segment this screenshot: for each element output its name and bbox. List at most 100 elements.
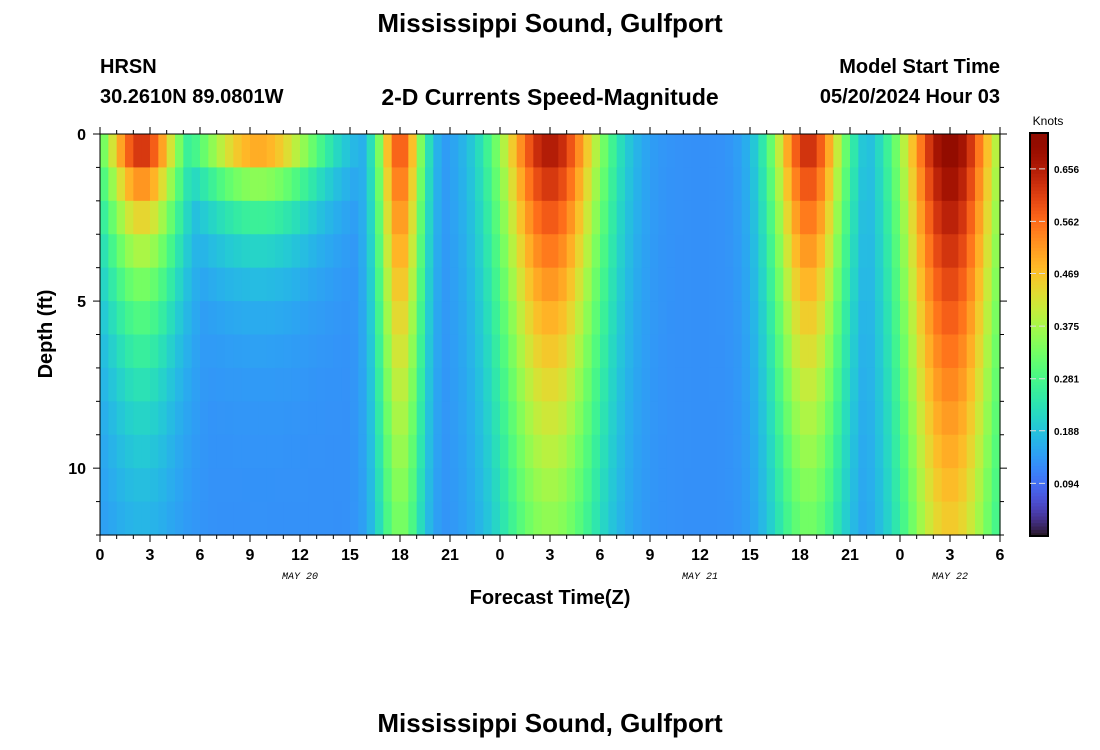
heatmap-cell xyxy=(208,301,218,336)
heatmap-cell xyxy=(391,501,401,536)
heatmap-cell xyxy=(600,468,609,503)
heatmap-cell xyxy=(808,334,818,369)
colorbar-segment xyxy=(1030,237,1048,242)
heatmap-cell xyxy=(350,301,359,336)
heatmap-cell xyxy=(983,267,993,302)
heatmap-cell xyxy=(325,501,334,536)
heatmap-cell xyxy=(866,401,876,436)
colorbar-segment xyxy=(1030,405,1048,409)
heatmap-cell xyxy=(333,200,343,235)
heatmap-cell xyxy=(175,367,184,402)
heatmap-cell xyxy=(633,367,643,402)
heatmap-cell xyxy=(316,134,326,169)
heatmap-cell xyxy=(716,367,726,402)
heatmap-cell xyxy=(391,301,401,336)
heatmap-cell xyxy=(108,367,118,402)
heatmap-cell xyxy=(608,434,618,469)
colorbar-segment xyxy=(1030,344,1048,349)
heatmap-cell xyxy=(341,468,351,503)
heatmap-cell xyxy=(783,267,793,302)
heatmap-cell xyxy=(325,200,334,235)
heatmap-cell xyxy=(433,501,443,536)
heatmap-cell xyxy=(875,267,884,302)
heatmap-cell xyxy=(291,301,301,336)
heatmap-cell xyxy=(391,267,401,302)
colorbar-segment xyxy=(1030,361,1048,366)
heatmap-cell xyxy=(625,134,634,169)
heatmap-cell xyxy=(433,200,443,235)
heatmap-cell xyxy=(633,468,643,503)
heatmap-cell xyxy=(275,367,284,402)
heatmap-cell xyxy=(808,367,818,402)
heatmap-cell xyxy=(308,267,318,302)
heatmap-cell xyxy=(466,334,476,369)
heatmap-cell xyxy=(341,167,351,202)
heatmap-cell xyxy=(891,234,901,269)
heatmap-cell xyxy=(883,468,893,503)
heatmap-cell xyxy=(375,134,384,169)
heatmap-cell xyxy=(583,200,593,235)
heatmap-cell xyxy=(483,267,493,302)
heatmap-cell xyxy=(883,134,893,169)
heatmap-cell xyxy=(491,267,501,302)
heatmap-cell xyxy=(575,301,584,336)
heatmap-cell xyxy=(891,267,901,302)
heatmap-cell xyxy=(100,334,109,369)
heatmap-cell xyxy=(941,301,951,336)
heatmap-cell xyxy=(975,367,984,402)
heatmap-cell xyxy=(875,434,884,469)
heatmap-cell xyxy=(408,267,418,302)
heatmap-cell xyxy=(550,301,559,336)
heatmap-cell xyxy=(116,267,126,302)
heatmap-cell xyxy=(791,234,801,269)
heatmap-cell xyxy=(825,200,834,235)
heatmap-cell xyxy=(533,134,543,169)
heatmap-cell xyxy=(683,434,693,469)
heatmap-cell xyxy=(233,267,243,302)
heatmap-cell xyxy=(733,234,743,269)
heatmap-cell xyxy=(266,334,276,369)
heatmap-cell xyxy=(400,367,409,402)
colorbar-segment xyxy=(1030,310,1048,315)
heatmap-cell xyxy=(958,501,968,536)
heatmap-cell xyxy=(175,200,184,235)
heatmap-cell xyxy=(925,334,934,369)
heatmap-cell xyxy=(475,301,484,336)
heatmap-cell xyxy=(366,334,376,369)
heatmap-cell xyxy=(900,200,909,235)
heatmap-cell xyxy=(358,200,368,235)
heatmap-cell xyxy=(808,167,818,202)
heatmap-cell xyxy=(808,200,818,235)
heatmap-cell xyxy=(425,334,434,369)
heatmap-cell xyxy=(258,167,268,202)
heatmap-cell xyxy=(966,301,976,336)
heatmap-cell xyxy=(875,234,884,269)
heatmap-cell xyxy=(883,234,893,269)
heatmap-cell xyxy=(508,468,518,503)
heatmap-cell xyxy=(708,468,718,503)
heatmap-cell xyxy=(466,134,476,169)
heatmap-cell xyxy=(516,267,526,302)
heatmap-cell xyxy=(158,301,168,336)
heatmap-cell xyxy=(408,301,418,336)
heatmap-cell xyxy=(350,367,359,402)
heatmap-cell xyxy=(808,301,818,336)
heatmap-cell xyxy=(908,134,918,169)
heatmap-cell xyxy=(250,367,259,402)
heatmap-cell xyxy=(600,334,609,369)
heatmap-cell xyxy=(883,367,893,402)
heatmap-cell xyxy=(816,401,826,436)
heatmap-cell xyxy=(858,334,868,369)
heatmap-cell xyxy=(133,234,143,269)
heatmap-cell xyxy=(308,468,318,503)
heatmap-cell xyxy=(958,134,968,169)
heatmap-cell xyxy=(808,468,818,503)
colorbar-segment xyxy=(1030,227,1048,231)
heatmap-cell xyxy=(308,134,318,169)
heatmap-cell xyxy=(116,167,126,202)
heatmap-cell xyxy=(775,200,784,235)
heatmap-cell xyxy=(391,134,401,169)
heatmap-cell xyxy=(983,468,993,503)
heatmap-cell xyxy=(716,468,726,503)
heatmap-cell xyxy=(716,234,726,269)
